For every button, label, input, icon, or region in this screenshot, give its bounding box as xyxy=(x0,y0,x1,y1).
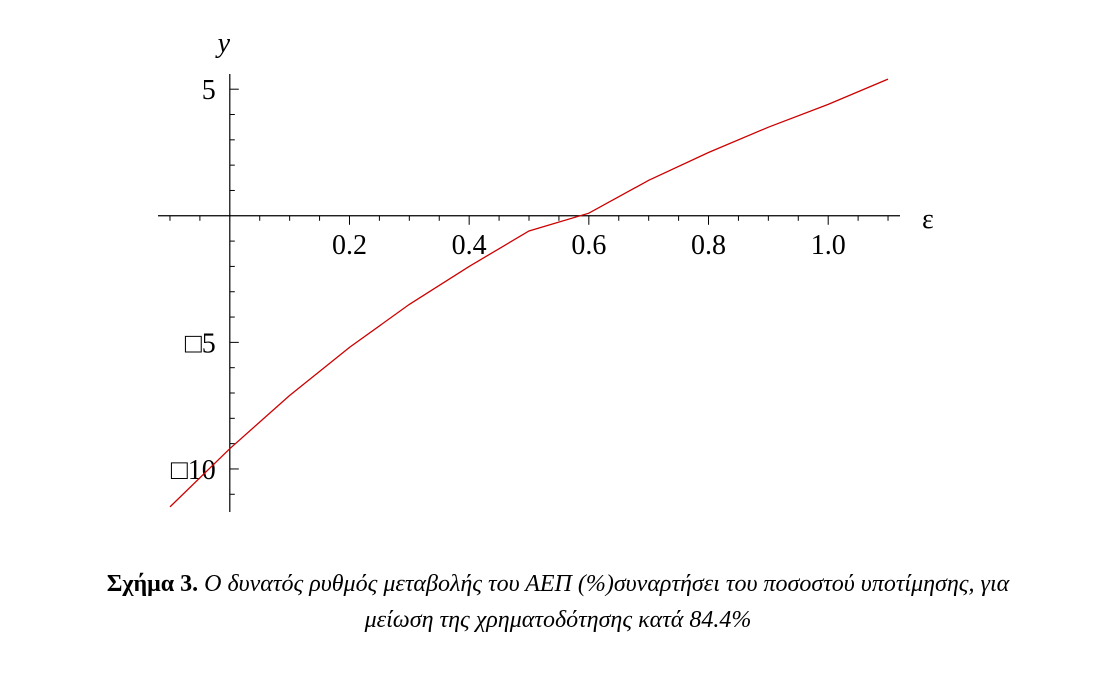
caption-line-1: Σχήμα 3. Ο δυνατός ρυθμός μεταβολής του … xyxy=(0,566,1116,602)
y-tick-label: □10 xyxy=(171,455,216,486)
x-tick-label: 0.8 xyxy=(691,230,726,261)
series xyxy=(169,78,889,508)
x-tick-label: 0.2 xyxy=(332,230,367,261)
x-tick-label: 1.0 xyxy=(811,230,846,261)
series-line xyxy=(169,78,889,508)
figure-caption: Σχήμα 3. Ο δυνατός ρυθμός μεταβολής του … xyxy=(0,566,1116,638)
x-tick-label: 0.6 xyxy=(571,230,606,261)
chart: 0.2 0.4 0.6 0.8 1.0 5 □5 □10 ε y xyxy=(158,28,934,512)
y-tick-label: 5 xyxy=(202,75,216,106)
caption-text-2: μείωση της χρηματοδότησης κατά 84.4% xyxy=(364,607,752,633)
ticks xyxy=(169,88,889,495)
y-tick-label: □5 xyxy=(185,328,216,359)
axes xyxy=(158,74,900,512)
x-tick-label: 0.4 xyxy=(452,230,487,261)
y-axis-label: y xyxy=(215,28,231,59)
caption-line-2: μείωση της χρηματοδότησης κατά 84.4% xyxy=(0,602,1116,638)
caption-punct: . xyxy=(192,571,199,597)
caption-text-1: Ο δυνατός ρυθμός μεταβολής του ΑΕΠ (%)συ… xyxy=(204,571,1010,597)
caption-lead: Σχήμα 3 xyxy=(106,571,193,597)
x-axis-label: ε xyxy=(922,204,934,235)
